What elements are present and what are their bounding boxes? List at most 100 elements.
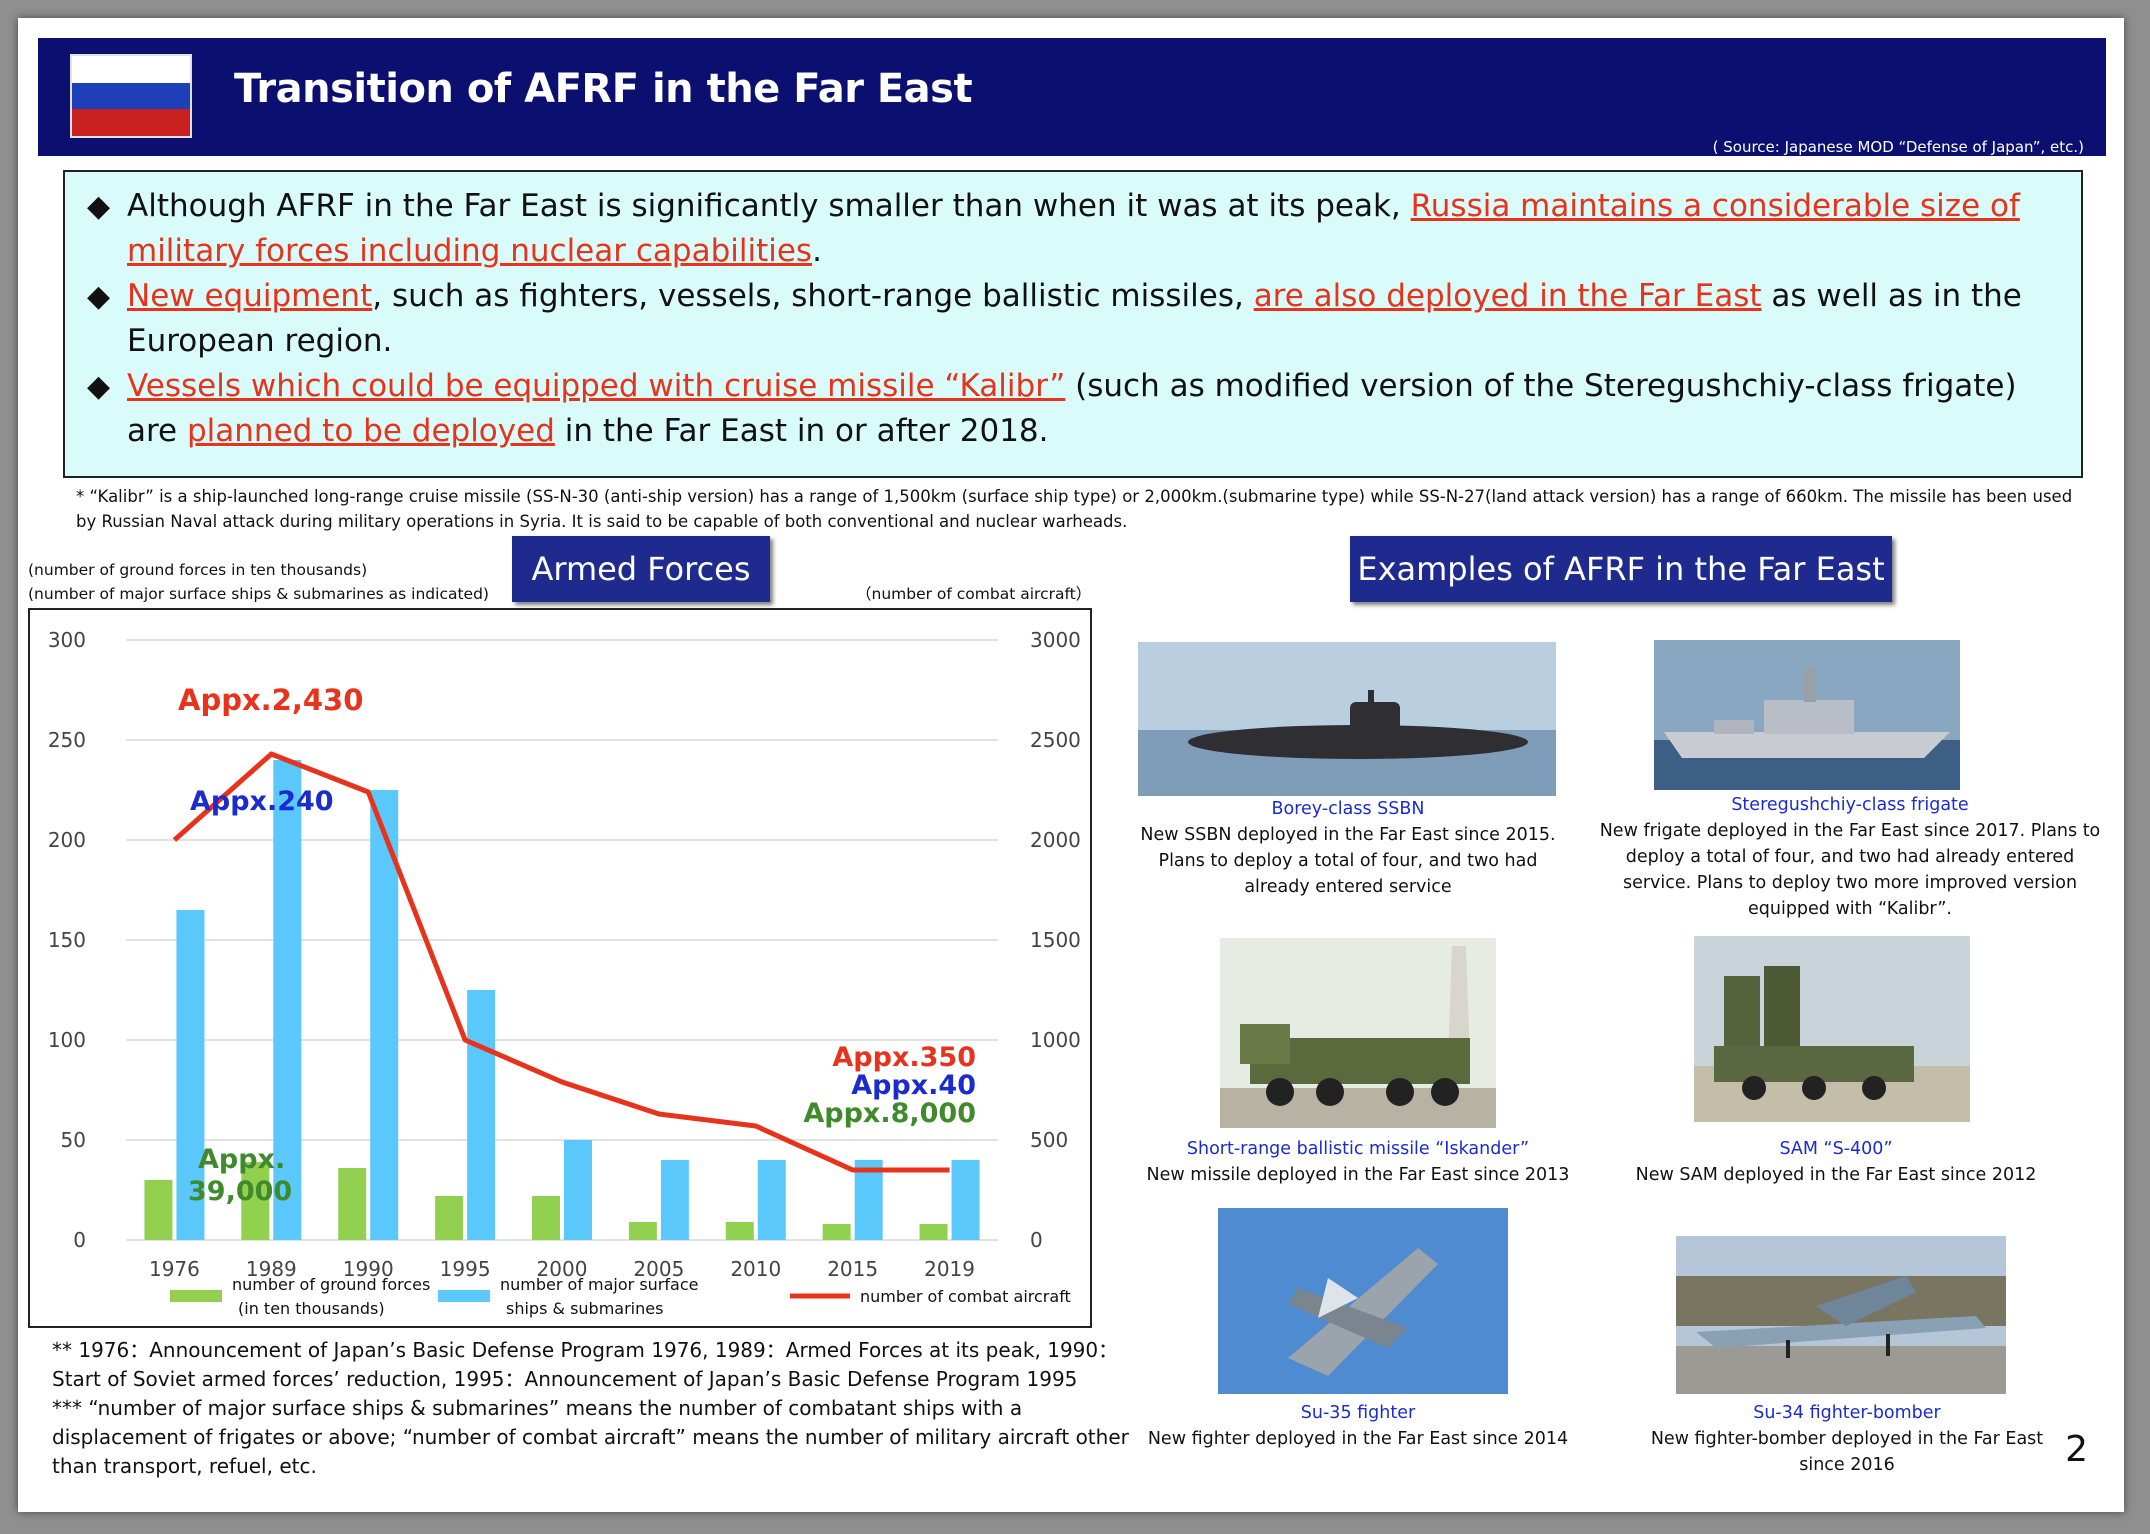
x-tick-label: 2005 xyxy=(633,1257,684,1281)
page-number: 2 xyxy=(2065,1429,2088,1470)
surface-ships-bar xyxy=(176,910,205,1240)
example-steregushchiy: Steregushchiy-class frigate New frigate … xyxy=(1590,792,2110,922)
bullet-text: . xyxy=(812,233,822,269)
legend-label: number of ground forces xyxy=(232,1275,430,1294)
ground-forces-bar xyxy=(338,1168,367,1240)
left-tick-label: 50 xyxy=(61,1128,86,1152)
ground-forces-bar xyxy=(919,1224,948,1240)
example-su34: Su-34 fighter-bomber New fighter-bomber … xyxy=(1632,1400,2062,1478)
left-tick-label: 150 xyxy=(48,928,86,952)
example-su35: Su-35 fighter New fighter deployed in th… xyxy=(1138,1400,1578,1452)
left-tick-label: 200 xyxy=(48,828,86,852)
surface-ships-bar xyxy=(370,790,399,1240)
left-tick-label: 0 xyxy=(73,1228,86,1252)
legend-label: number of major surface xyxy=(500,1275,698,1294)
surface-ships-bar xyxy=(757,1160,786,1240)
ground-forces-bar xyxy=(822,1224,851,1240)
example-desc: New fighter deployed in the Far East sin… xyxy=(1147,1429,1569,1449)
left-axis-note-line1: (number of ground forces in ten thousand… xyxy=(28,561,368,579)
right-tick-label: 2000 xyxy=(1030,828,1081,852)
bullet-text: , such as fighters, vessels, short-range… xyxy=(372,278,1254,314)
fighter-jet-icon xyxy=(1218,1208,1508,1394)
example-desc: New missile deployed in the Far East sin… xyxy=(1146,1165,1570,1185)
x-tick-label: 1990 xyxy=(343,1257,394,1281)
example-desc: New SSBN deployed in the Far East since … xyxy=(1140,825,1556,897)
example-borey: Borey-class SSBN New SSBN deployed in th… xyxy=(1128,796,1568,900)
example-iskander: Short-range ballistic missile “Iskander”… xyxy=(1138,1136,1578,1188)
x-tick-label: 2015 xyxy=(827,1257,878,1281)
right-tick-label: 1000 xyxy=(1030,1028,1081,1052)
ground-forces-bar xyxy=(628,1222,657,1240)
bullet-emphasis: New equipment xyxy=(127,278,373,314)
x-tick-label: 1989 xyxy=(246,1257,297,1281)
diamond-bullet-icon: ◆ xyxy=(87,189,111,224)
example-name: Su-35 fighter xyxy=(1300,1403,1416,1423)
chart-annotation: Appx. xyxy=(198,1144,285,1175)
left-axis-note-line2: (number of major surface ships & submari… xyxy=(28,585,489,603)
example-name: Borey-class SSBN xyxy=(1271,799,1425,819)
ground-forces-bar xyxy=(532,1196,560,1240)
chart-annotation: Appx.8,000 xyxy=(803,1098,976,1129)
right-tick-label: 1500 xyxy=(1030,928,1081,952)
bullet-2: ◆ New equipment, such as fighters, vesse… xyxy=(87,274,2061,364)
frigate-photo xyxy=(1654,640,1960,790)
left-axis-note: (number of ground forces in ten thousand… xyxy=(28,558,489,606)
example-name: Su-34 fighter-bomber xyxy=(1753,1403,1941,1423)
submarine-icon xyxy=(1138,642,1556,796)
sam-launcher-icon xyxy=(1694,936,1970,1122)
chart-footnotes: ** 1976：Announcement of Japan’s Basic De… xyxy=(52,1336,1132,1481)
fighter-bomber-photo xyxy=(1676,1236,2006,1394)
bullet-3: ◆ Vessels which could be equipped with c… xyxy=(87,364,2061,454)
bullet-emphasis: planned to be deployed xyxy=(187,413,555,449)
armed-forces-label: Armed Forces xyxy=(512,536,770,602)
legend-swatch xyxy=(170,1290,222,1302)
legend-label: number of combat aircraft xyxy=(860,1287,1071,1306)
sam-launcher-photo xyxy=(1694,936,1970,1122)
left-tick-label: 300 xyxy=(48,628,86,652)
x-tick-label: 1976 xyxy=(149,1257,200,1281)
example-name: Short-range ballistic missile “Iskander” xyxy=(1186,1139,1530,1159)
right-tick-label: 3000 xyxy=(1030,628,1081,652)
x-tick-label: 2000 xyxy=(537,1257,588,1281)
ground-forces-bar xyxy=(241,1162,270,1240)
example-name: Steregushchiy-class frigate xyxy=(1731,795,1969,815)
russian-flag-icon xyxy=(70,54,192,138)
chart-annotation: Appx.40 xyxy=(851,1070,976,1101)
bullet-1: ◆ Although AFRF in the Far East is signi… xyxy=(87,184,2061,274)
chart-svg: 0501001502002503000500100015002000250030… xyxy=(48,628,1081,1318)
chart-annotation: Appx.2,430 xyxy=(178,683,363,717)
ground-forces-bar xyxy=(144,1180,173,1240)
page-title: Transition of AFRF in the Far East xyxy=(234,66,973,112)
example-desc: New SAM deployed in the Far East since 2… xyxy=(1635,1165,2037,1185)
missile-launcher-icon xyxy=(1220,938,1496,1128)
examples-label: Examples of AFRF in the Far East xyxy=(1350,536,1892,602)
bullet-emphasis: Vessels which could be equipped with cru… xyxy=(127,368,1066,404)
flag-stripe-blue xyxy=(72,82,190,110)
bullet-text: Although AFRF in the Far East is signifi… xyxy=(127,188,1411,224)
diamond-bullet-icon: ◆ xyxy=(87,369,111,404)
bullet-emphasis: are also deployed in the Far East xyxy=(1253,278,1762,314)
example-name: SAM “S-400” xyxy=(1779,1139,1893,1159)
ground-forces-bar xyxy=(725,1222,754,1240)
legend-swatch xyxy=(438,1290,490,1302)
left-tick-label: 250 xyxy=(48,728,86,752)
legend-label: ships & submarines xyxy=(506,1299,663,1318)
source-note: ( Source: Japanese MOD “Defense of Japan… xyxy=(1712,138,2084,156)
right-tick-label: 0 xyxy=(1030,1228,1043,1252)
surface-ships-bar xyxy=(854,1160,883,1240)
legend-label: (in ten thousands) xyxy=(238,1299,385,1318)
ground-forces-bar xyxy=(435,1196,464,1240)
diamond-bullet-icon: ◆ xyxy=(87,279,111,314)
footnote-definitions: *** “number of major surface ships & sub… xyxy=(52,1396,1129,1478)
footnote-years: ** 1976：Announcement of Japan’s Basic De… xyxy=(52,1338,1119,1391)
surface-ships-bar xyxy=(467,990,496,1240)
armed-forces-chart: 0 50 100 150 200 250 300 0 500 1000 1500 2000 2500 30… xyxy=(28,608,1092,1328)
submarine-photo xyxy=(1138,642,1556,796)
combat-aircraft-line xyxy=(172,751,950,1173)
slide: Transition of AFRF in the Far East ( Sou… xyxy=(18,18,2124,1512)
frigate-icon xyxy=(1654,640,1960,790)
bullet-text: (such as modified version of the Steregu… xyxy=(127,368,2017,449)
example-s400: SAM “S-400” New SAM deployed in the Far … xyxy=(1626,1136,2046,1188)
fighter-bomber-icon xyxy=(1676,1236,2006,1394)
example-desc: New frigate deployed in the Far East sin… xyxy=(1599,821,2101,919)
